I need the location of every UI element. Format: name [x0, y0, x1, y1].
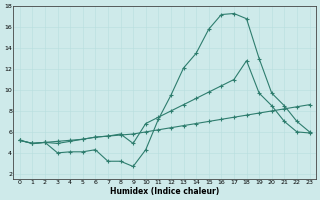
X-axis label: Humidex (Indice chaleur): Humidex (Indice chaleur): [110, 187, 219, 196]
